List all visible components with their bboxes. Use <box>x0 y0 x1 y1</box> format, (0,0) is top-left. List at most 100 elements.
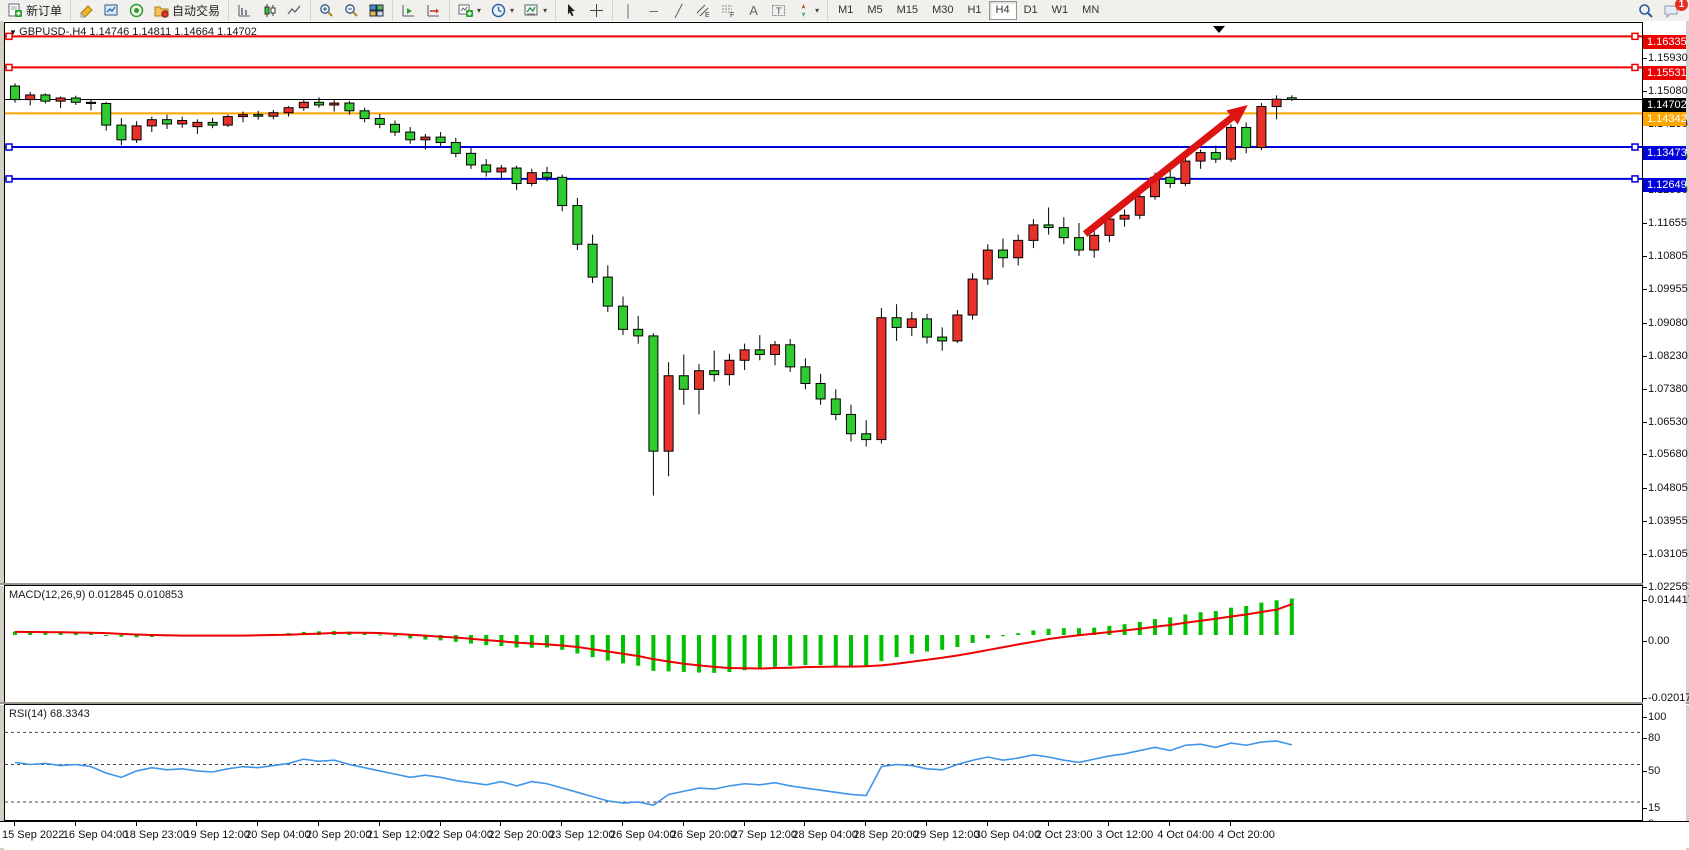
macd-histogram-bar <box>1259 602 1264 635</box>
timeframe-button-h4[interactable]: H4 <box>988 1 1017 20</box>
candle <box>511 167 522 185</box>
candle <box>116 124 127 141</box>
macd-histogram-bar <box>864 635 869 667</box>
candle <box>435 136 446 144</box>
price-tick: 1.04805 <box>1648 482 1688 495</box>
level-handle[interactable] <box>1631 63 1639 72</box>
bar-chart-button[interactable] <box>232 0 257 21</box>
price-chart-pane[interactable]: ▼ GBPUSD-.H4 1.14746 1.14811 1.14664 1.1… <box>4 22 1643 584</box>
search-icon[interactable] <box>1638 3 1653 18</box>
fibonacci-icon: F <box>721 3 736 18</box>
fibonacci-button[interactable]: F <box>716 0 741 21</box>
timeframe-button-d1[interactable]: D1 <box>1023 4 1038 16</box>
price-tick: 1.07380 <box>1648 382 1688 395</box>
trendline-button[interactable]: ╱ <box>666 0 691 21</box>
candlestick-chart-button[interactable] <box>257 0 282 21</box>
arrows-button[interactable]: ▾ <box>791 0 824 21</box>
level-handle[interactable] <box>5 32 13 41</box>
time-axis[interactable]: 15 Sep 2022 16 Sep 04:00 18 Sep 23:00 19 Se… <box>0 821 1689 848</box>
macd-histogram-bar <box>529 635 534 648</box>
level-handle[interactable] <box>5 143 13 151</box>
cursor-icon <box>564 3 579 18</box>
candle <box>754 349 765 355</box>
price-tick: 1.08230 <box>1648 349 1688 362</box>
level-handle[interactable] <box>5 63 13 72</box>
timeframe-button-m1[interactable]: M1 <box>838 4 854 16</box>
macd-histogram-bar <box>955 635 960 647</box>
time-tick-mark <box>1047 822 1049 826</box>
level-handle[interactable] <box>1631 32 1639 41</box>
time-label: 29 Sep 12:00 <box>914 829 980 841</box>
macd-histogram-bar <box>393 635 397 637</box>
price-tick-mark <box>1643 521 1647 523</box>
timeframe-button-m30[interactable]: M30 <box>932 4 954 16</box>
macd-histogram-bar <box>1213 611 1218 635</box>
equidistant-channel-button[interactable]: E <box>691 0 716 21</box>
timeframe-button-m15[interactable]: M15 <box>896 4 919 16</box>
level-handle[interactable] <box>1631 143 1639 151</box>
horizontal-line-button[interactable]: ─ <box>641 0 666 21</box>
crosshair-button[interactable] <box>584 0 609 21</box>
auto-scroll-button[interactable] <box>396 0 421 21</box>
candle <box>40 94 51 102</box>
window-right-edge <box>1686 21 1689 850</box>
timeframe-button-h1[interactable]: H1 <box>967 4 982 16</box>
time-tick-mark <box>682 822 684 826</box>
candle <box>1058 227 1069 239</box>
text-button[interactable]: A <box>741 0 766 21</box>
macd-histogram-bar <box>742 635 747 671</box>
line-chart-button[interactable] <box>282 0 307 21</box>
candle <box>694 370 704 390</box>
period-clock-button[interactable]: ▾ <box>486 0 519 21</box>
charts-window-button[interactable] <box>99 0 124 21</box>
symbol-dropdown-icon[interactable]: ▼ <box>9 28 20 37</box>
time-label: 27 Sep 12:00 <box>731 829 798 841</box>
rsi-pane[interactable]: RSI(14) 68.3343 <box>4 704 1643 821</box>
templates-button[interactable]: ▾ <box>519 0 552 21</box>
arrows-icon <box>796 3 811 18</box>
macd-histogram-bar <box>909 635 914 654</box>
candle <box>1286 97 1297 100</box>
timeframe-button-w1[interactable]: W1 <box>1051 4 1069 16</box>
chat-icon[interactable]: 1 <box>1663 0 1688 19</box>
candle <box>131 125 142 141</box>
macd-histogram-bar <box>1016 633 1021 635</box>
new-chart-button[interactable]: ▾ <box>453 0 486 21</box>
autotrading-button[interactable]: 自动交易 <box>149 0 225 21</box>
candle <box>1134 196 1145 216</box>
highlighter-button[interactable] <box>74 0 99 21</box>
timeframe-button-mn[interactable]: MN <box>1082 4 1100 16</box>
time-tick-mark <box>986 822 988 826</box>
zoom-in-button[interactable] <box>314 0 339 21</box>
candle <box>420 136 431 141</box>
time-label: 19 Sep 12:00 <box>184 829 250 841</box>
candle <box>846 413 856 435</box>
rsi-tick-mark <box>1643 738 1647 740</box>
text-label-icon: T <box>771 3 786 18</box>
macd-histogram-bar <box>1289 598 1294 635</box>
rsi-label: RSI(14) 68.3343 <box>9 708 90 720</box>
tile-windows-button[interactable] <box>364 0 389 21</box>
candle <box>207 121 218 126</box>
pivot-price-badge: 1.14342 <box>1643 112 1687 127</box>
new-order-button[interactable]: 新订单 <box>3 0 67 21</box>
level-handle[interactable] <box>5 175 13 183</box>
zoom-out-button[interactable] <box>339 0 364 21</box>
price-axis[interactable]: 1.159301.150801.142301.133801.125301.116… <box>1643 22 1689 830</box>
cursor-button[interactable] <box>559 0 584 21</box>
candle <box>496 167 507 173</box>
macd-histogram-bar <box>89 633 93 635</box>
signals-button[interactable] <box>124 0 149 21</box>
chart-shift-marker[interactable] <box>1213 26 1225 33</box>
macd-histogram-bar <box>879 635 884 662</box>
text-label-button[interactable]: T <box>766 0 791 21</box>
price-tick-mark <box>1643 223 1647 225</box>
chart-shift-button[interactable] <box>421 0 446 21</box>
candle <box>450 142 461 154</box>
vertical-line-button[interactable]: │ <box>616 0 641 21</box>
macd-pane[interactable]: MACD(12,26,9) 0.012845 0.010853 <box>4 585 1643 703</box>
timeframe-button-m5[interactable]: M5 <box>867 4 883 16</box>
time-label: 22 Sep 20:00 <box>488 829 554 841</box>
trend-arrow[interactable] <box>1082 109 1241 237</box>
level-handle[interactable] <box>1631 175 1639 183</box>
